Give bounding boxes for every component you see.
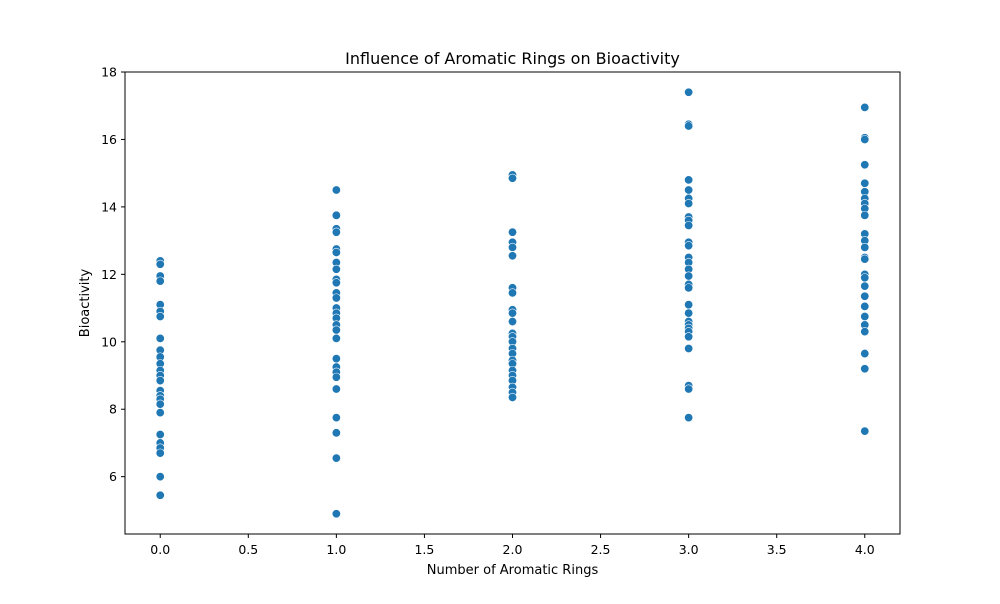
- data-point: [155, 311, 165, 321]
- data-point: [331, 293, 341, 303]
- data-point: [860, 426, 870, 436]
- data-point: [331, 453, 341, 463]
- y-tick-label: 18: [101, 65, 117, 80]
- data-point: [860, 311, 870, 321]
- y-tick-label: 6: [109, 469, 117, 484]
- data-point: [684, 199, 694, 209]
- data-point: [507, 288, 517, 298]
- data-point: [155, 408, 165, 418]
- data-point: [684, 300, 694, 310]
- data-point: [860, 281, 870, 291]
- data-point: [331, 509, 341, 519]
- data-point: [684, 413, 694, 423]
- y-tick-label: 10: [101, 334, 117, 349]
- data-point: [684, 121, 694, 131]
- y-tick-label: 14: [101, 199, 117, 214]
- data-point: [684, 344, 694, 354]
- data-point: [860, 273, 870, 283]
- data-point: [331, 413, 341, 423]
- data-point: [860, 349, 870, 359]
- y-tick-label: 8: [109, 402, 117, 417]
- data-point: [684, 271, 694, 281]
- x-axis-ticks: 0.0 0.5 1.0 1.5 2.0 2.5 3.0 3.5 4.0: [150, 534, 875, 557]
- data-point: [331, 428, 341, 438]
- data-point: [507, 392, 517, 402]
- data-point: [684, 384, 694, 394]
- x-tick-label: 1.0: [326, 542, 346, 557]
- data-point: [860, 242, 870, 252]
- data-point: [155, 490, 165, 500]
- data-point: [684, 220, 694, 230]
- data-point: [155, 472, 165, 482]
- data-point: [860, 160, 870, 170]
- data-point: [331, 325, 341, 335]
- data-point: [155, 399, 165, 409]
- chart-title: Influence of Aromatic Rings on Bioactivi…: [345, 49, 680, 68]
- data-point: [155, 430, 165, 440]
- data-point: [507, 173, 517, 183]
- data-point: [860, 178, 870, 188]
- x-axis-label: Number of Aromatic Rings: [427, 563, 599, 578]
- data-point: [507, 308, 517, 318]
- x-tick-label: 0.0: [150, 542, 170, 557]
- x-tick-label: 2.0: [503, 542, 523, 557]
- data-point: [331, 278, 341, 288]
- data-point: [331, 372, 341, 382]
- data-point: [155, 448, 165, 458]
- data-point: [507, 227, 517, 237]
- data-point: [684, 241, 694, 251]
- data-point: [684, 332, 694, 342]
- data-point: [860, 291, 870, 301]
- x-tick-label: 3.5: [767, 542, 787, 557]
- data-point: [331, 247, 341, 257]
- data-point: [860, 134, 870, 144]
- x-tick-label: 3.0: [679, 542, 699, 557]
- data-point: [860, 254, 870, 264]
- data-point: [860, 102, 870, 112]
- data-point: [507, 317, 517, 327]
- data-point: [684, 185, 694, 195]
- data-point: [684, 175, 694, 185]
- data-point: [684, 308, 694, 318]
- data-point: [155, 376, 165, 386]
- data-point: [155, 276, 165, 286]
- data-point: [155, 259, 165, 269]
- data-point: [684, 87, 694, 97]
- points-layer: [155, 87, 870, 519]
- data-point: [331, 185, 341, 195]
- data-point: [507, 242, 517, 252]
- x-tick-label: 0.5: [238, 542, 258, 557]
- data-point: [331, 354, 341, 364]
- data-point: [331, 264, 341, 274]
- x-tick-label: 4.0: [855, 542, 875, 557]
- data-point: [331, 227, 341, 237]
- y-axis-ticks: 6 8 10 12 14 16 18: [101, 65, 125, 484]
- x-tick-label: 1.5: [414, 542, 434, 557]
- data-point: [684, 283, 694, 293]
- data-point: [860, 327, 870, 337]
- data-point: [507, 251, 517, 261]
- data-point: [860, 210, 870, 220]
- data-point: [860, 301, 870, 311]
- data-point: [860, 364, 870, 374]
- data-point: [331, 210, 341, 220]
- y-axis-label: Bioactivity: [78, 268, 93, 337]
- data-point: [155, 333, 165, 343]
- x-tick-label: 2.5: [591, 542, 611, 557]
- y-tick-label: 16: [101, 132, 117, 147]
- data-point: [331, 333, 341, 343]
- y-tick-label: 12: [101, 267, 117, 282]
- data-point: [331, 384, 341, 394]
